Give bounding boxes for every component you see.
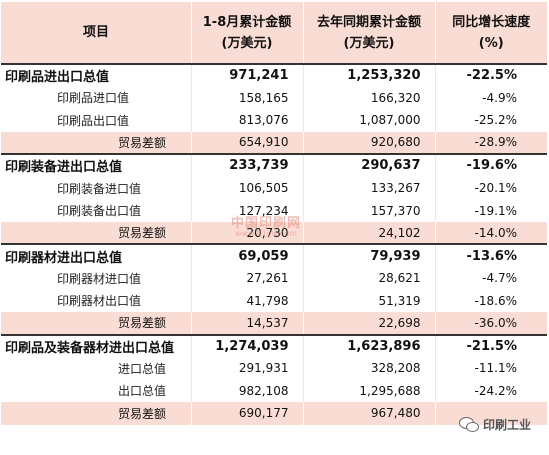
row-growth: -24.2% bbox=[474, 383, 517, 398]
row-current: 654,910 bbox=[191, 131, 304, 155]
row-growth: -25.2% bbox=[474, 113, 517, 128]
row-previous: 28,621 bbox=[303, 266, 436, 290]
row-previous: 328,208 bbox=[303, 357, 436, 380]
row-current: 14,537 bbox=[191, 312, 304, 335]
row-previous: 24,102 bbox=[303, 221, 436, 245]
row-previous: 157,370 bbox=[303, 199, 436, 222]
table-header: 项目 1-8月累计金额 (万美元) 去年同期累计金额 (万美元) 同比增长速度 … bbox=[1, 2, 547, 64]
row-growth: -20.1% bbox=[474, 181, 517, 195]
row-label: 印刷装备进口值 bbox=[1, 176, 192, 200]
row-growth: -28.9% bbox=[474, 135, 517, 150]
row-label: 进口总值 bbox=[1, 357, 192, 380]
header-current-unit: (万美元) bbox=[221, 35, 273, 51]
row-label: 贸易差额 bbox=[1, 312, 192, 335]
table-row: 印刷品及装备器材进出口总值 1,274,039 1,623,896 -21.5% bbox=[1, 333, 547, 358]
header-item: 项目 bbox=[1, 2, 192, 64]
row-growth: -4.7% bbox=[482, 271, 517, 286]
row-previous: 1,253,320 bbox=[303, 63, 436, 87]
row-label: 贸易差额 bbox=[1, 131, 192, 155]
row-current: 982,108 bbox=[191, 379, 304, 403]
trade-table: 项目 1-8月累计金额 (万美元) 去年同期累计金额 (万美元) 同比增长速度 … bbox=[1, 2, 547, 425]
table-row: 印刷装备进口值 106,505 133,267 -20.1% bbox=[1, 176, 547, 200]
row-growth: -36.0% bbox=[474, 315, 517, 330]
row-previous: 967,480 bbox=[303, 402, 436, 425]
row-label: 印刷器材进口值 bbox=[1, 266, 192, 290]
row-current: 158,165 bbox=[191, 86, 304, 110]
header-current: 1-8月累计金额 (万美元) bbox=[191, 2, 304, 64]
row-previous: 1,623,896 bbox=[303, 333, 436, 358]
row-current: 690,177 bbox=[191, 402, 304, 425]
row-current: 1,274,039 bbox=[191, 333, 304, 358]
row-label: 印刷器材进出口总值 bbox=[1, 243, 192, 267]
row-previous: 133,267 bbox=[303, 176, 436, 200]
table-row: 贸易差额 20,730 24,102 -14.0% bbox=[1, 221, 547, 245]
row-current: 27,261 bbox=[191, 266, 304, 290]
row-current: 971,241 bbox=[191, 63, 304, 87]
table-row: 印刷器材进出口总值 69,059 79,939 -13.6% bbox=[1, 243, 547, 267]
row-current: 233,739 bbox=[191, 153, 304, 177]
row-label: 印刷品出口值 bbox=[1, 109, 192, 132]
row-current: 20,730 bbox=[191, 221, 304, 245]
row-current: 106,505 bbox=[191, 176, 304, 200]
row-current: 291,931 bbox=[191, 357, 304, 380]
header-previous: 去年同期累计金额 (万美元) bbox=[303, 2, 436, 64]
row-label: 印刷器材出口值 bbox=[1, 289, 192, 313]
table-row: 印刷装备进出口总值 233,739 290,637 -19.6% bbox=[1, 153, 547, 177]
row-label: 印刷品进口值 bbox=[1, 86, 192, 110]
table-row: 印刷装备出口值 127,234 157,370 -19.1% bbox=[1, 199, 547, 222]
header-current-title: 1-8月累计金额 bbox=[202, 14, 292, 30]
row-current: 41,798 bbox=[191, 289, 304, 313]
table-row: 印刷品出口值 813,076 1,087,000 -25.2% bbox=[1, 109, 547, 132]
row-previous: 22,698 bbox=[303, 312, 436, 335]
table-row: 印刷器材进口值 27,261 28,621 -4.7% bbox=[1, 266, 547, 290]
brand-name: 印刷工业 bbox=[483, 418, 532, 432]
row-label: 贸易差额 bbox=[1, 221, 192, 245]
row-previous: 79,939 bbox=[303, 243, 436, 267]
row-current: 69,059 bbox=[191, 243, 304, 267]
header-previous-title: 去年同期累计金额 bbox=[316, 14, 421, 30]
row-growth: -18.6% bbox=[474, 293, 517, 308]
row-label: 出口总值 bbox=[1, 379, 192, 403]
header-previous-unit: (万美元) bbox=[343, 35, 395, 51]
row-label: 印刷装备进出口总值 bbox=[1, 153, 192, 177]
row-growth: -19.6% bbox=[435, 153, 547, 177]
row-growth: -4.9% bbox=[482, 90, 517, 105]
row-growth: -13.6% bbox=[435, 243, 547, 267]
row-label: 印刷品及装备器材进出口总值 bbox=[1, 333, 192, 358]
header-growth-title: 同比增长速度 bbox=[452, 14, 531, 30]
table-row: 出口总值 982,108 1,295,688 -24.2% bbox=[1, 379, 547, 403]
table-row: 印刷品进口值 158,165 166,320 -4.9% bbox=[1, 86, 547, 110]
wechat-icon bbox=[459, 417, 479, 432]
row-current: 813,076 bbox=[191, 109, 304, 132]
row-growth: -11.1% bbox=[474, 361, 517, 376]
row-label: 印刷装备出口值 bbox=[1, 199, 192, 222]
row-previous: 1,295,688 bbox=[303, 379, 436, 403]
row-label: 印刷品进出口总值 bbox=[1, 63, 192, 87]
row-previous: 920,680 bbox=[303, 131, 436, 155]
table-row: 贸易差额 690,177 967,480 bbox=[1, 402, 547, 425]
brand-badge: 印刷工业 bbox=[459, 416, 531, 433]
row-previous: 1,087,000 bbox=[303, 109, 436, 132]
row-previous: 166,320 bbox=[303, 86, 436, 110]
table-row: 贸易差额 14,537 22,698 -36.0% bbox=[1, 312, 547, 335]
table-row: 进口总值 291,931 328,208 -11.1% bbox=[1, 357, 547, 380]
row-previous: 51,319 bbox=[303, 289, 436, 313]
header-growth-unit: (%) bbox=[478, 35, 504, 51]
row-label: 贸易差额 bbox=[1, 402, 192, 425]
row-growth: -22.5% bbox=[435, 63, 547, 87]
table-row: 贸易差额 654,910 920,680 -28.9% bbox=[1, 131, 547, 155]
row-growth: -19.1% bbox=[474, 203, 517, 218]
row-current: 127,234 bbox=[191, 199, 304, 222]
row-growth: -21.5% bbox=[435, 333, 547, 358]
table-row: 印刷器材出口值 41,798 51,319 -18.6% bbox=[1, 289, 547, 313]
header-growth: 同比增长速度 (%) bbox=[435, 2, 547, 64]
row-growth: -14.0% bbox=[474, 225, 517, 240]
table-row: 印刷品进出口总值 971,241 1,253,320 -22.5% bbox=[1, 63, 547, 87]
row-previous: 290,637 bbox=[303, 153, 436, 177]
